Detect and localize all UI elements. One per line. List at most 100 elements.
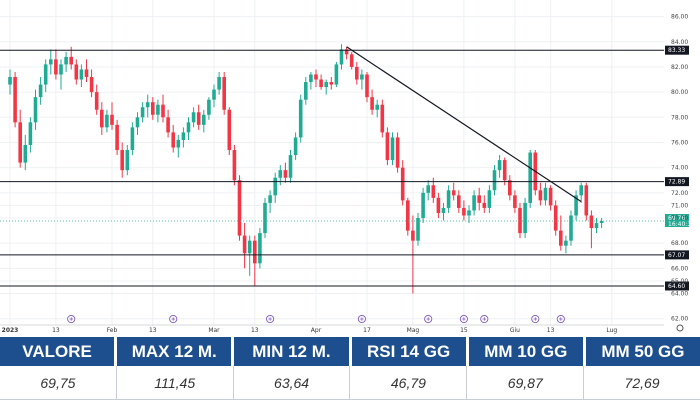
- level-label: 64.60: [668, 283, 685, 290]
- candle-body: [431, 185, 436, 198]
- candle-body: [273, 177, 277, 196]
- y-tick-label: 82.00: [671, 64, 688, 71]
- candle-body: [8, 77, 12, 85]
- stat-header-min-12m: MIN 12 M.: [234, 337, 352, 366]
- candle-body: [293, 137, 298, 156]
- x-tick-label: 2023: [2, 327, 19, 334]
- candle-body: [105, 114, 109, 128]
- candle-body: [94, 92, 99, 110]
- candle-body: [28, 122, 33, 145]
- x-tick-label: 13: [149, 327, 157, 334]
- candle-body: [426, 185, 430, 193]
- candle-body: [33, 97, 38, 123]
- candle-body: [120, 150, 124, 171]
- candle-body: [375, 104, 379, 110]
- x-tick-label: Mar: [208, 327, 220, 334]
- candle-body: [314, 74, 318, 80]
- candle-body: [538, 190, 543, 201]
- trend-line: [346, 46, 582, 203]
- candle-body: [584, 185, 589, 216]
- settings-icon[interactable]: [676, 324, 684, 332]
- candle-body: [253, 240, 257, 264]
- grid-lines: [0, 0, 664, 325]
- candle-body: [513, 195, 517, 208]
- candle-body: [502, 160, 507, 181]
- candle-body: [492, 170, 497, 191]
- y-tick-label: 65.00: [671, 278, 688, 285]
- candle-body: [304, 82, 308, 100]
- candle-body: [13, 77, 17, 123]
- stats-value-row: 69,75 111,45 63,64 46,79 69,87 72,69: [0, 366, 700, 400]
- candle-body: [69, 56, 73, 65]
- candle-body: [237, 180, 242, 236]
- candle-body: [319, 79, 323, 88]
- candle-body: [518, 207, 522, 234]
- candle-body: [212, 89, 216, 100]
- y-tick-label: 72.00: [671, 190, 688, 197]
- level-label: 67.07: [668, 252, 685, 259]
- candle-body: [355, 66, 359, 80]
- candle-body: [74, 64, 79, 80]
- candle-body: [441, 207, 446, 213]
- candle-body: [365, 74, 369, 98]
- candle-body: [569, 215, 573, 241]
- candle-body: [242, 235, 247, 254]
- x-tick-label: 15: [460, 327, 468, 334]
- stat-header-mm-10gg: MM 10 GG: [468, 337, 586, 366]
- candle-body: [130, 127, 135, 151]
- candle-body: [263, 202, 267, 234]
- candle-body: [421, 192, 425, 218]
- event-marker-glyph: [268, 317, 272, 321]
- candle-body: [268, 195, 272, 203]
- y-tick-label: 71.00: [671, 202, 688, 209]
- y-tick-label: 74.00: [671, 165, 688, 172]
- candle-body: [324, 82, 328, 88]
- y-tick-label: 68.00: [671, 240, 688, 247]
- candle-body: [446, 190, 451, 208]
- candle-body: [135, 117, 140, 128]
- stock-chart[interactable]: 83.33 72.89 67.07 64.60 69.76 16:40:34 86.00 8…: [0, 0, 700, 337]
- candle-body: [528, 152, 532, 203]
- current-price-label: 69.76: [668, 215, 685, 222]
- x-tick-label: Feb: [107, 327, 118, 334]
- candle-body: [385, 132, 390, 161]
- candle-body: [89, 77, 94, 93]
- candle-body: [344, 49, 349, 55]
- candle-body: [457, 195, 461, 208]
- candle-body: [564, 240, 568, 246]
- stat-value-rsi-14gg: 46,79: [350, 366, 468, 400]
- level-label-bg: [665, 45, 689, 55]
- stat-value-valore: 69,75: [0, 366, 117, 400]
- candle-body: [258, 233, 262, 264]
- candle-body: [523, 202, 527, 234]
- candle-body: [232, 150, 237, 181]
- candle-body: [416, 218, 420, 241]
- y-tick-label: 62.00: [671, 316, 688, 323]
- candle-body: [553, 205, 558, 231]
- candle-body: [400, 167, 405, 201]
- y-tick-label: 80.00: [671, 89, 688, 96]
- candle-body: [574, 195, 578, 216]
- candle-body: [472, 195, 476, 211]
- candle-body: [125, 150, 130, 171]
- candle-body: [329, 82, 334, 85]
- stat-header-valore: VALORE: [0, 337, 118, 366]
- candle-body: [339, 49, 344, 65]
- candle-body: [477, 195, 481, 203]
- candle-body: [497, 160, 502, 171]
- level-label-bg: [665, 250, 689, 260]
- candle-body: [186, 122, 191, 133]
- candle-body: [54, 59, 58, 75]
- candle-body: [222, 77, 226, 110]
- candle-body: [59, 64, 63, 75]
- event-marker-glyph: [462, 317, 466, 321]
- stat-header-max-12m: MAX 12 M.: [117, 337, 235, 366]
- candle-body: [548, 187, 553, 206]
- candle-body: [462, 207, 466, 216]
- candle-body: [23, 144, 28, 163]
- event-markers: [67, 314, 565, 324]
- candle-body: [487, 190, 492, 208]
- level-label-bg: [665, 177, 689, 187]
- candle-body: [110, 114, 114, 125]
